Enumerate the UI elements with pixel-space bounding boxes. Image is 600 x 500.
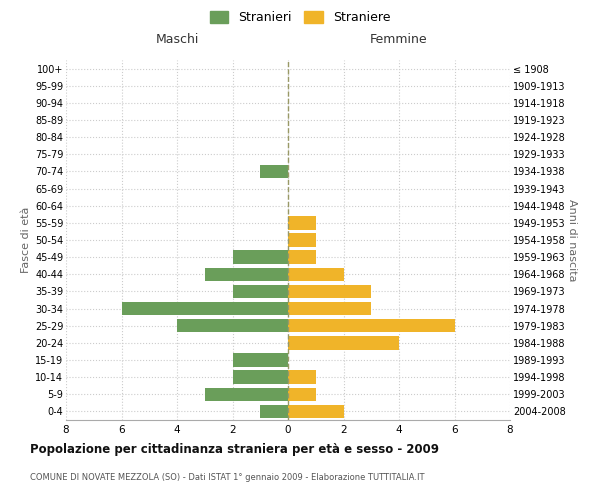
Bar: [288, 302, 371, 316]
Bar: [260, 164, 288, 178]
Text: COMUNE DI NOVATE MEZZOLA (SO) - Dati ISTAT 1° gennaio 2009 - Elaborazione TUTTIT: COMUNE DI NOVATE MEZZOLA (SO) - Dati IST…: [30, 472, 425, 482]
Y-axis label: Fasce di età: Fasce di età: [20, 207, 31, 273]
Bar: [205, 388, 288, 401]
Bar: [288, 319, 455, 332]
Bar: [288, 284, 371, 298]
Text: Popolazione per cittadinanza straniera per età e sesso - 2009: Popolazione per cittadinanza straniera p…: [30, 442, 439, 456]
Bar: [288, 250, 316, 264]
Bar: [205, 268, 288, 281]
Bar: [288, 370, 316, 384]
Bar: [288, 216, 316, 230]
Bar: [260, 404, 288, 418]
Bar: [288, 336, 399, 349]
Bar: [233, 284, 288, 298]
Text: Maschi: Maschi: [155, 34, 199, 46]
Bar: [288, 404, 343, 418]
Bar: [233, 250, 288, 264]
Y-axis label: Anni di nascita: Anni di nascita: [566, 198, 577, 281]
Bar: [288, 268, 343, 281]
Text: Femmine: Femmine: [370, 34, 428, 46]
Bar: [288, 234, 316, 246]
Bar: [233, 354, 288, 366]
Bar: [121, 302, 288, 316]
Bar: [288, 388, 316, 401]
Bar: [233, 370, 288, 384]
Legend: Stranieri, Straniere: Stranieri, Straniere: [205, 6, 395, 29]
Bar: [177, 319, 288, 332]
